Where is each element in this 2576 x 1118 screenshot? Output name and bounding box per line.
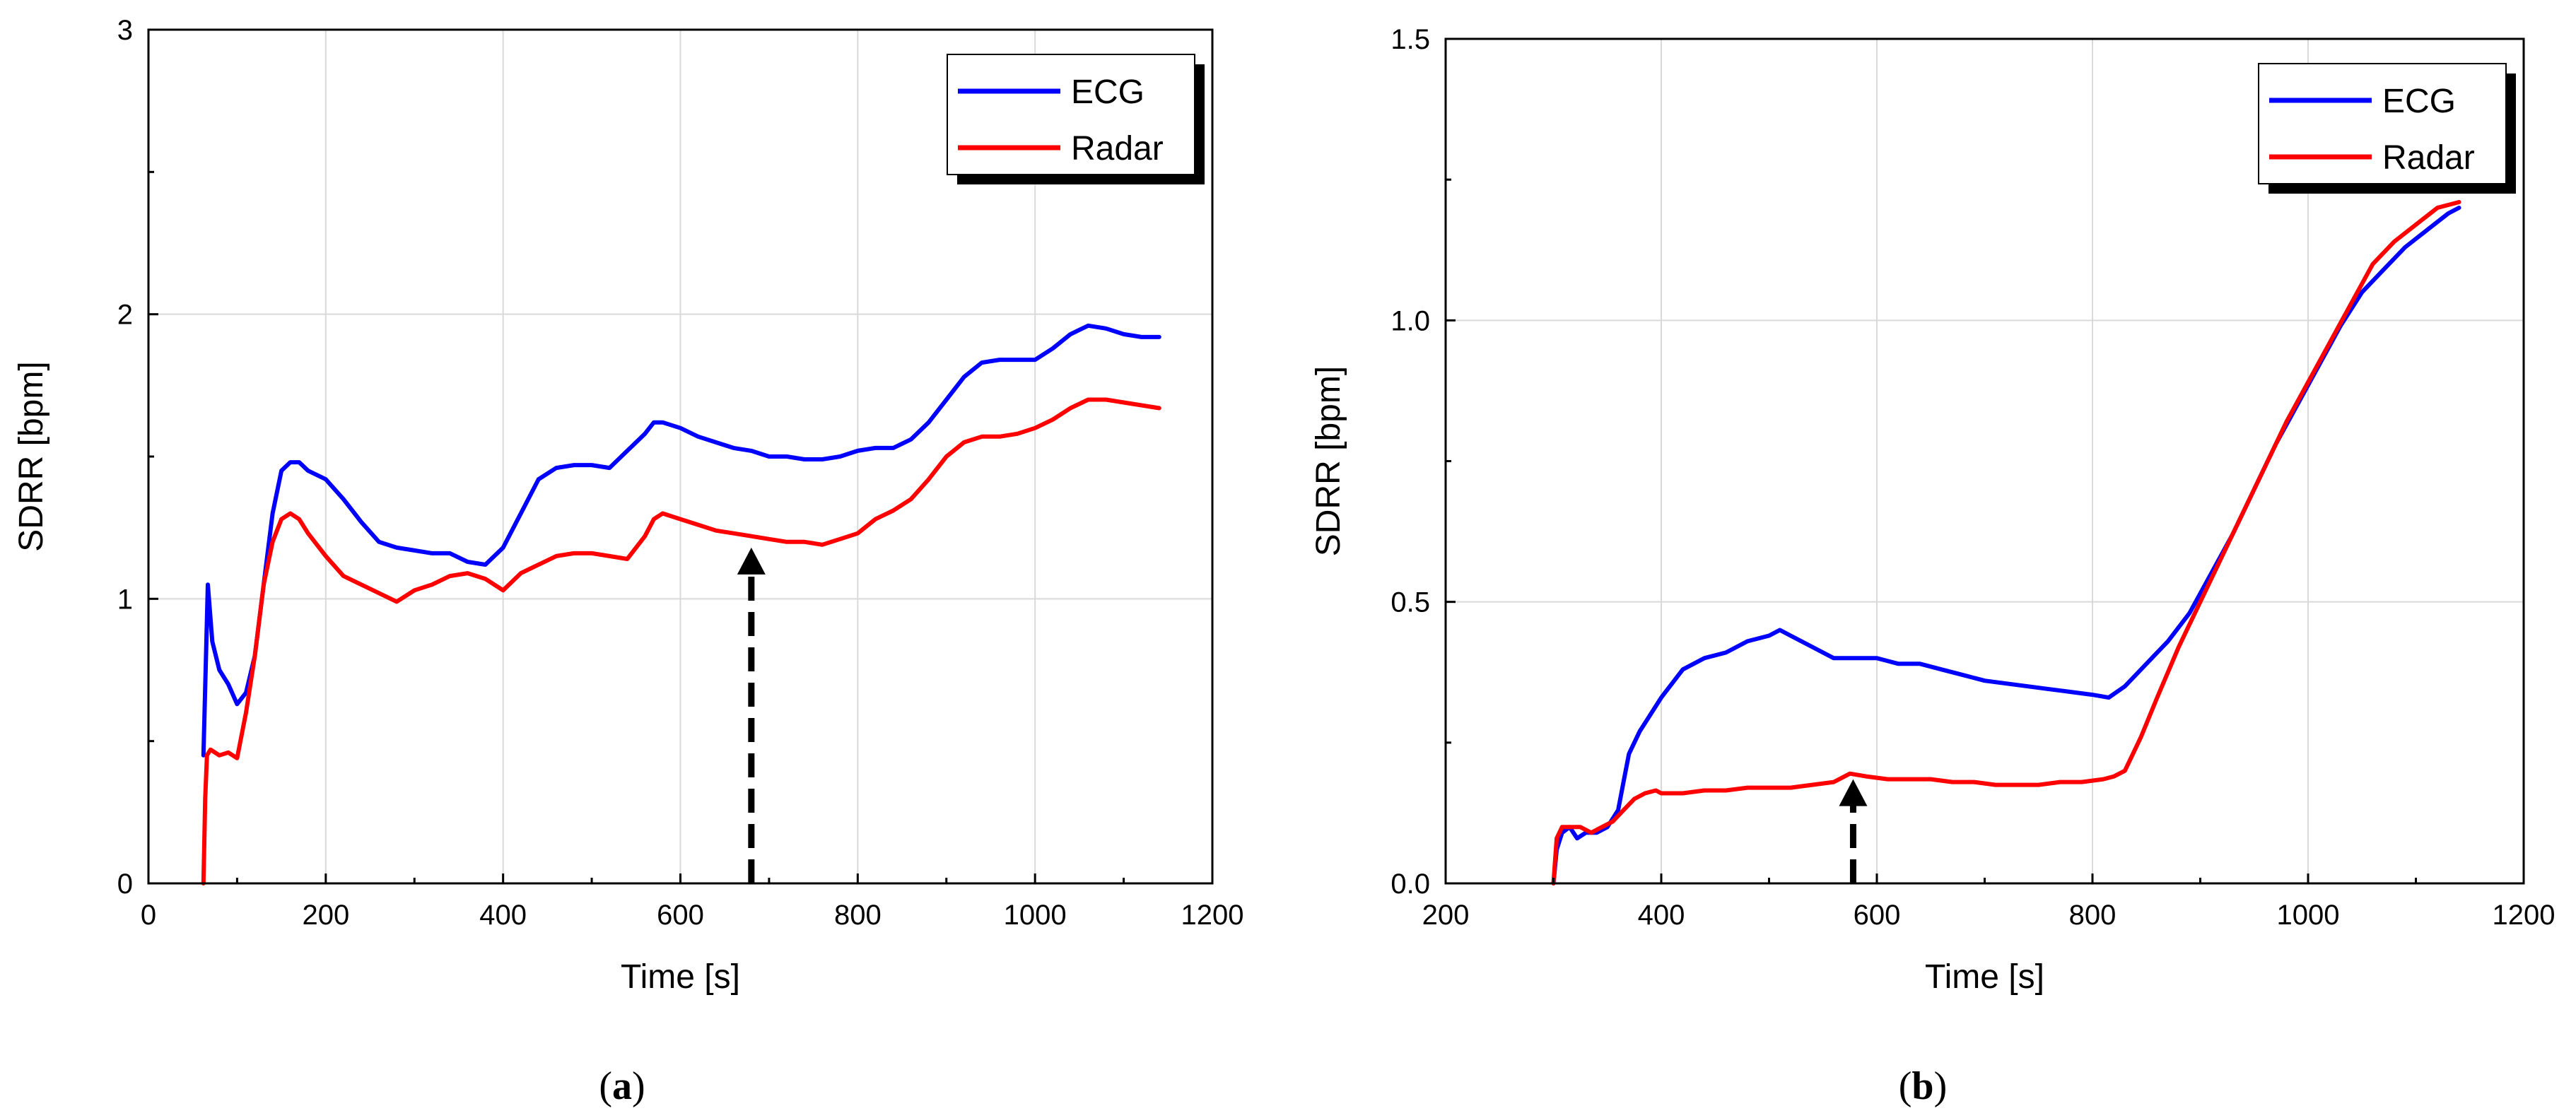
- panel-a-x-tick-label: 600: [657, 900, 704, 931]
- panel-b-x-tick-label: 200: [1422, 900, 1470, 931]
- panel-a-x-tick-label: 1000: [1004, 900, 1067, 931]
- panel-a-x-tick-label: 800: [834, 900, 882, 931]
- panel-a-series-ecg-line: [201, 323, 1161, 758]
- panel-a-y-tick-label: 1: [117, 584, 133, 615]
- panel-b-legend-label-ecg: ECG: [2382, 83, 2456, 120]
- panel-b-caption-letter: b: [1911, 1064, 1933, 1108]
- panel-a-y-tick-label: 3: [117, 15, 133, 46]
- panel-a-legend-box: [947, 54, 1195, 175]
- panel-b-y-tick-label: 1.0: [1391, 305, 1430, 336]
- panel-b: 200 400 600 800 1000 1200 0.0 0.5 1.0 1.5 Time [s…: [1310, 24, 2555, 1108]
- panel-a-x-axis-title: Time [s]: [621, 958, 740, 996]
- panel-b-legend-label-radar: Radar: [2382, 139, 2475, 177]
- panel-b-x-tick-label: 1000: [2277, 900, 2340, 931]
- panel-a-legend-label-radar: Radar: [1071, 130, 1164, 167]
- panel-a-ticks: 0 200 400 600 800 1000 1200 0 1 2 3: [117, 15, 1244, 931]
- panel-b-series-radar-line: [1551, 200, 2461, 885]
- panel-a-arrow-head: [737, 547, 766, 575]
- panel-b-ticks: 200 400 600 800 1000 1200 0.0 0.5 1.0 1.5: [1391, 24, 2555, 931]
- panel-b-x-tick-label: 600: [1854, 900, 1901, 931]
- panel-a-x-tick-label: 200: [302, 900, 349, 931]
- panel-b-y-axis-title: SDRR [bpm]: [1310, 366, 1347, 556]
- panel-a-series: [201, 323, 1161, 885]
- panel-a-x-tick-label: 1200: [1181, 900, 1244, 931]
- panel-a-x-tick-label: 0: [141, 900, 156, 931]
- panel-b-legend-box: [2258, 63, 2507, 184]
- panel-a-legend-label-ecg: ECG: [1071, 73, 1144, 111]
- panel-b-y-tick-label: 0.0: [1391, 869, 1430, 900]
- panel-a-arrow: [737, 547, 766, 883]
- panel-b-arrow: [1839, 779, 1868, 883]
- panel-b-caption: (b): [1899, 1064, 1947, 1108]
- panel-a-caption-letter: a: [612, 1064, 632, 1108]
- panel-b-x-tick-label: 400: [1638, 900, 1685, 931]
- panel-a-y-tick-label: 2: [117, 300, 133, 331]
- panel-a-y-tick-label: 0: [117, 869, 133, 900]
- panel-a-caption: (a): [599, 1064, 645, 1108]
- panel-b-x-tick-label: 800: [2069, 900, 2117, 931]
- panel-b-x-tick-label: 1200: [2493, 900, 2555, 931]
- panel-a-legend: ECG Radar: [947, 54, 1205, 184]
- panel-b-legend: ECG Radar: [2258, 63, 2516, 194]
- panel-b-arrow-head: [1839, 779, 1868, 806]
- panel-b-series-ecg-line: [1551, 206, 2461, 885]
- panel-a-series-radar-line: [201, 397, 1161, 885]
- panel-b-series: [1551, 200, 2461, 885]
- panel-b-y-tick-label: 0.5: [1391, 587, 1430, 618]
- panel-a-y-axis-title: SDRR [bpm]: [13, 361, 50, 551]
- panel-a: 0 200 400 600 800 1000 1200 0 1 2 3 Time [s] SDRR …: [13, 15, 1243, 1108]
- panel-a-x-tick-label: 400: [479, 900, 527, 931]
- panel-b-y-tick-label: 1.5: [1391, 24, 1430, 55]
- panel-b-x-axis-title: Time [s]: [1925, 958, 2044, 996]
